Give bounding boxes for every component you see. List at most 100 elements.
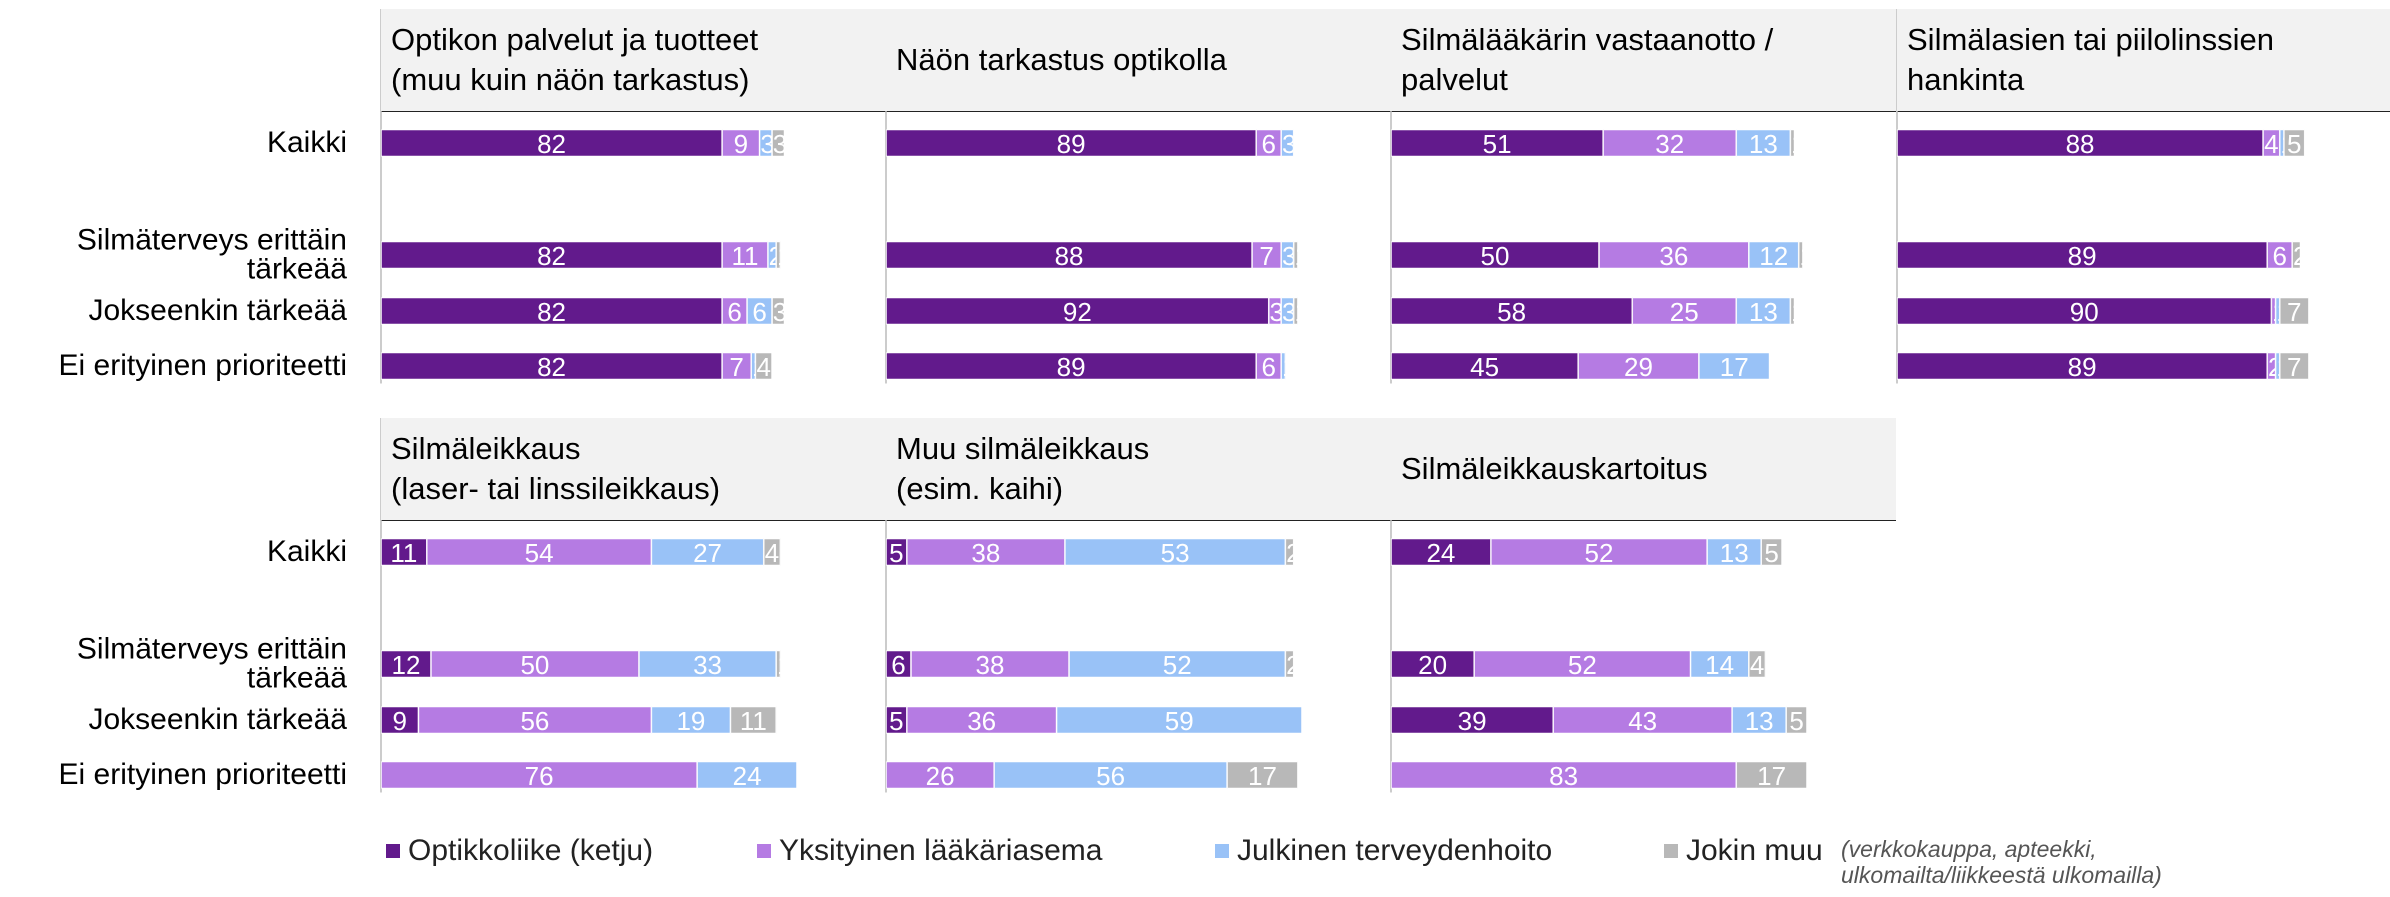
bar-value-label: 1 (2276, 352, 2290, 382)
bar-value-label: 45 (1470, 352, 1499, 382)
bar-segment (1736, 129, 1791, 157)
bar-value-label: 52 (1568, 650, 1597, 680)
bar-segment (722, 129, 760, 157)
row-label: Silmäterveys erittäin tärkeää (76, 223, 347, 285)
bar-segment (1293, 297, 1298, 325)
bar-value-label: 3 (773, 129, 787, 159)
bar-segment (1252, 241, 1282, 269)
segment-clip: 2 (767, 241, 777, 269)
bar-value-label: 4 (756, 352, 770, 382)
segment-clip: 1 (776, 241, 781, 269)
bar-segment (1690, 650, 1749, 678)
bar-segment (1490, 538, 1708, 566)
bar-value-label: 51 (1483, 129, 1512, 159)
bar-segment (886, 538, 907, 566)
segment-clip: 50 (1391, 241, 1599, 271)
bar-value-label: 5 (1764, 538, 1778, 568)
segment-clip: 7 (2279, 297, 2309, 325)
bar-value-label: 11 (740, 706, 767, 736)
segment-clip: 32 (1603, 129, 1737, 157)
segment-clip: 24 (1391, 538, 1491, 566)
bar-value-label: 7 (729, 352, 743, 382)
bar-value-label: 25 (1670, 297, 1699, 327)
bar-value-label: 11 (390, 538, 417, 568)
bar-segment (2279, 297, 2309, 325)
bar-value-label: 1 (1791, 297, 1805, 327)
bar-segment (1553, 706, 1733, 734)
bar-segment (1391, 761, 1737, 789)
segment-clip: 17 (1227, 761, 1298, 791)
bar-segment (1632, 297, 1737, 325)
segment-clip: 1 (2271, 297, 2276, 325)
segment-clip: 11 (722, 241, 768, 269)
bar-segment (722, 241, 768, 269)
segment-clip: 2 (2267, 352, 2276, 380)
bar-value-label: 6 (1261, 129, 1275, 159)
bar-value-label: 7 (2287, 352, 2301, 382)
bar-segment (1732, 706, 1787, 734)
segment-clip: 12 (1748, 241, 1799, 269)
segment-clip: 53 (1064, 538, 1286, 566)
bar-segment (1391, 352, 1579, 380)
segment-clip: 17 (1736, 761, 1808, 789)
bar-segment (1391, 129, 1604, 157)
segment-clip: 2 (1285, 538, 1294, 566)
bar-value-label: 9 (734, 129, 748, 159)
segment-clip: 1 (2275, 352, 2290, 382)
segment-clip: 59 (1056, 706, 1303, 734)
segment-clip: 90 (1897, 297, 2272, 325)
bar-value-label: 13 (1720, 538, 1749, 568)
bar-segment (886, 241, 1253, 269)
bar-segment (1897, 352, 2268, 380)
segment-clip: 52 (1474, 650, 1691, 680)
bar-segment (730, 706, 777, 734)
segment-clip: 36 (906, 706, 1057, 734)
segment-clip: 43 (1553, 706, 1733, 734)
segment-clip: 17 (1698, 352, 1770, 380)
bar-segment (1391, 538, 1491, 566)
bar-value-label: 13 (1749, 297, 1778, 327)
bar-value-label: 2 (1286, 650, 1300, 680)
segment-clip: 58 (1391, 297, 1633, 325)
bar-value-label: 54 (525, 538, 554, 568)
bar-value-label: 17 (1248, 761, 1277, 791)
segment-clip: 38 (906, 538, 1065, 566)
bar-segment (638, 650, 777, 678)
row-label: Ei erityinen prioriteetti (58, 348, 347, 382)
bar-segment (418, 706, 652, 734)
segment-clip: 89 (886, 352, 1257, 380)
bar-segment (776, 241, 781, 269)
segment-clip: 52 (1490, 538, 1708, 568)
bar-segment (2271, 297, 2276, 325)
bar-value-label: 36 (1659, 241, 1688, 271)
bar-value-label: 82 (537, 352, 566, 382)
segment-clip: 82 (381, 241, 723, 269)
segment-clip: 4 (763, 538, 781, 566)
bar-segment (886, 297, 1269, 325)
bar-segment (906, 538, 1065, 566)
segment-clip: 6 (886, 650, 911, 678)
bar-segment (1736, 761, 1808, 789)
bar-value-label: 52 (1585, 538, 1614, 568)
bar-segment (751, 352, 756, 380)
bar-segment (1281, 352, 1286, 380)
segment-clip: 83 (1391, 761, 1737, 789)
segment-clip: 6 (2267, 241, 2293, 269)
bar-segment (381, 129, 723, 157)
row-label: Silmäterveys erittäin tärkeää (76, 632, 347, 694)
bar-segment (1281, 129, 1294, 157)
bar-value-label: 50 (1481, 241, 1510, 271)
segment-clip: 88 (1897, 129, 2264, 157)
bar-value-label: 3 (760, 129, 774, 159)
bar-segment (722, 352, 752, 380)
bar-value-label: 82 (537, 129, 566, 159)
bar-segment (381, 650, 431, 678)
segment-clip: 5 (886, 706, 907, 734)
bar-segment (1603, 129, 1737, 157)
bar-segment (1391, 706, 1554, 734)
segment-clip: 27 (651, 538, 764, 566)
bar-segment (2292, 241, 2301, 269)
segment-clip: 1 (1790, 129, 1795, 157)
legend-label: Julkinen terveydenhoito (1237, 834, 1553, 867)
